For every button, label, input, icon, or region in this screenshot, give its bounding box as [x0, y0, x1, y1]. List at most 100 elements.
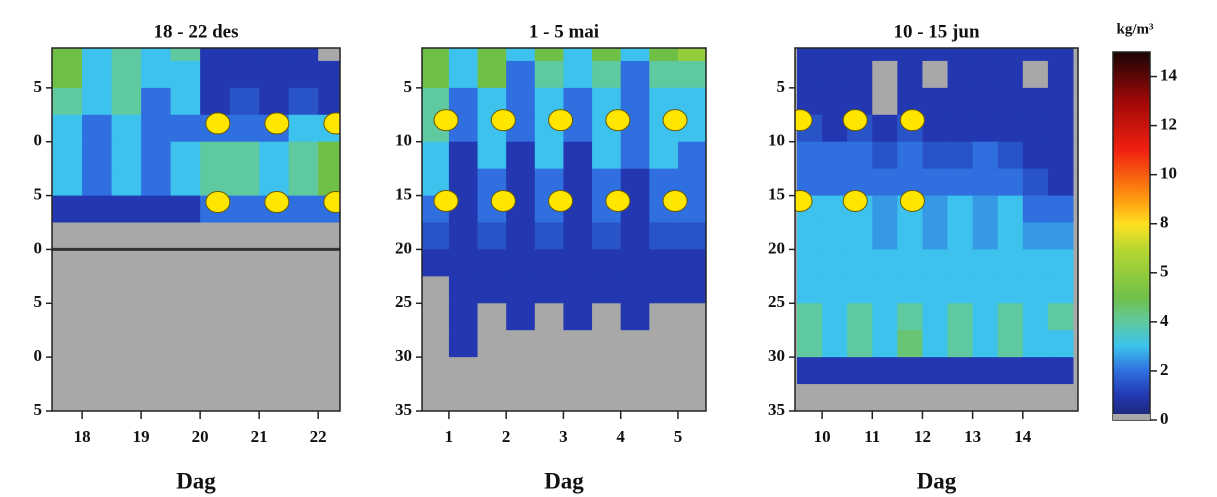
heat-cell [229, 168, 260, 197]
heat-cell [229, 303, 260, 331]
heat-cell [506, 357, 536, 385]
heat-cell [422, 384, 450, 411]
heat-cell [947, 249, 974, 277]
heat-cell [947, 357, 974, 385]
heat-cell [797, 249, 823, 277]
heat-cell [534, 330, 564, 358]
heat-cell [620, 168, 650, 197]
heat-cell [677, 357, 706, 385]
sample-point [842, 109, 868, 132]
heat-cell [52, 168, 83, 197]
heat-cell [649, 330, 679, 358]
heat-cell [872, 168, 898, 197]
heat-cell [448, 168, 479, 197]
y-tick-label: 15 [768, 184, 785, 203]
y-tick-label: 25 [395, 292, 412, 311]
heat-cell [111, 303, 142, 331]
heat-cell [997, 168, 1024, 197]
x-tick-label: 12 [914, 427, 931, 446]
heat-cell [111, 330, 142, 358]
heat-cell [200, 249, 231, 277]
heat-cell [897, 249, 923, 277]
heat-cell [259, 60, 290, 89]
heat-cell [534, 48, 564, 62]
heat-cell [259, 303, 290, 331]
heat-cell [1047, 87, 1074, 116]
colorbar-tick-label: 10 [1160, 164, 1177, 183]
heat-cell [82, 222, 113, 250]
heat-cell [947, 141, 974, 170]
x-tick-label: 14 [1014, 427, 1032, 446]
heat-cell [592, 276, 622, 304]
heat-cell [620, 357, 650, 385]
x-tick-label: 22 [310, 427, 327, 446]
heat-cell [82, 249, 113, 277]
heat-cell [872, 114, 898, 143]
y-tick-label: 5 [34, 77, 43, 96]
panel-title: 18 - 22 des [154, 21, 239, 42]
heat-cell [111, 114, 142, 143]
sample-point [323, 191, 340, 214]
heat-cell [1022, 303, 1049, 331]
x-tick-label: 13 [964, 427, 981, 446]
heat-cell [847, 357, 873, 385]
heat-cell [677, 330, 706, 358]
heat-cell [52, 87, 83, 116]
y-tick-label: 5 [34, 400, 43, 419]
heat-cell [141, 357, 172, 385]
heat-cell [448, 60, 479, 89]
heat-cell [141, 384, 172, 411]
heat-cell [200, 222, 231, 250]
heat-cell [111, 195, 142, 223]
heat-cell [422, 303, 450, 331]
heat-cell [947, 195, 974, 223]
heat-cell [972, 195, 999, 223]
y-tick-label: 35 [395, 400, 412, 419]
heat-cell [288, 114, 319, 143]
heat-cell [170, 249, 201, 277]
heat-cell [797, 222, 823, 250]
heat-cell [318, 48, 340, 62]
heat-cell [448, 357, 479, 385]
y-tick-label: 25 [768, 292, 785, 311]
heat-cell [111, 357, 142, 385]
heat-cell [229, 60, 260, 89]
heat-cell [534, 141, 564, 170]
sample-point [490, 109, 516, 132]
y-tick-label: 30 [768, 346, 785, 365]
heat-cell [897, 141, 923, 170]
y-tick-label: 35 [768, 400, 785, 419]
heat-cell [592, 249, 622, 277]
plot-area [422, 48, 706, 411]
heat-cell [422, 276, 450, 304]
heat-cell [288, 87, 319, 116]
heat-cell [972, 276, 999, 304]
sample-point [795, 189, 813, 212]
heat-cell [111, 141, 142, 170]
heat-cell [170, 384, 201, 411]
heat-cell [477, 222, 507, 250]
heat-cell [872, 141, 898, 170]
heat-cell [229, 330, 260, 358]
heat-cell [620, 48, 650, 62]
heat-cell [922, 222, 949, 250]
heat-cell [997, 330, 1024, 358]
heat-cell [141, 276, 172, 304]
heat-cell [822, 357, 848, 385]
x-axis-label: Dag [917, 468, 957, 493]
heat-cell [972, 141, 999, 170]
heat-cell [997, 249, 1024, 277]
heat-cell [897, 222, 923, 250]
heat-cell [822, 303, 848, 331]
heat-cell [649, 48, 679, 62]
heat-cell [229, 249, 260, 277]
y-tick-label: 5 [34, 184, 43, 203]
colorbar-tick-label: 8 [1160, 213, 1169, 232]
heat-cell [947, 276, 974, 304]
x-tick-label: 1 [445, 427, 454, 446]
heat-cell [229, 222, 260, 250]
heat-cell [972, 384, 999, 411]
heat-cell [229, 87, 260, 116]
heat-cell [52, 303, 83, 331]
x-axis-label: Dag [544, 468, 584, 493]
